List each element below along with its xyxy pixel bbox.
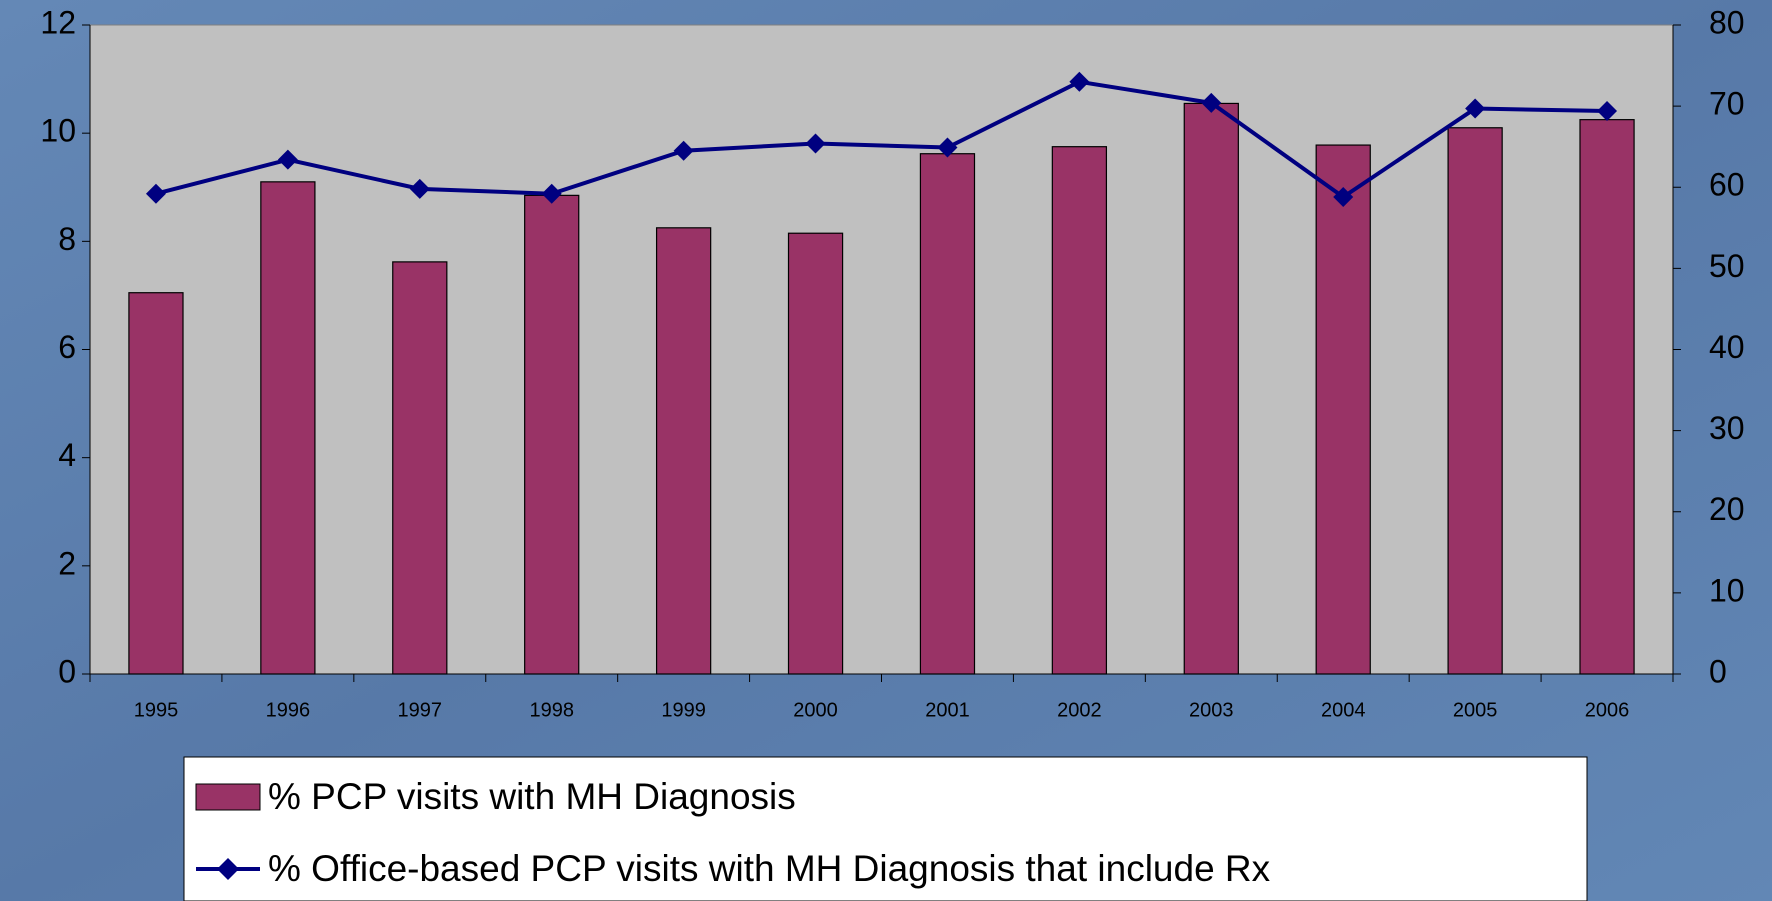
- marker: [277, 149, 298, 170]
- y-tick-label: 8: [58, 221, 76, 257]
- x-tick-label: 1998: [529, 699, 574, 721]
- y2-tick-label: 30: [1709, 410, 1745, 446]
- x-tick-label: 2001: [925, 699, 970, 721]
- bar: [655, 227, 712, 675]
- x-tick-label: 2005: [1453, 699, 1498, 721]
- bar: [919, 153, 976, 675]
- marker: [1333, 186, 1354, 207]
- bar: [1051, 146, 1108, 675]
- x-tick-label: 2004: [1321, 699, 1366, 721]
- x-tick-label: 1995: [134, 699, 179, 721]
- plot-area: [89, 24, 1674, 675]
- bar: [1579, 119, 1635, 675]
- x-tick-label: 2003: [1189, 699, 1234, 721]
- x-tick-label: 1999: [661, 699, 706, 721]
- legend-label: % Office-based PCP visits with MH Diagno…: [268, 848, 1271, 889]
- y2-tick-label: 40: [1709, 329, 1745, 365]
- line: [155, 79, 1608, 200]
- x-tick-label: 2006: [1585, 699, 1630, 721]
- marker: [409, 178, 430, 199]
- bar: [787, 232, 844, 675]
- bar: [1183, 102, 1239, 675]
- bar: [1447, 127, 1503, 675]
- marker: [1465, 98, 1486, 119]
- y2-tick-label: 80: [1709, 4, 1745, 40]
- marker: [1069, 71, 1090, 92]
- y2-tick-label: 50: [1709, 248, 1745, 284]
- y-tick-label: 0: [58, 653, 76, 689]
- bar: [260, 181, 316, 675]
- marker: [1597, 100, 1618, 121]
- y-tick-label: 10: [40, 113, 76, 149]
- legend-marker: [217, 858, 239, 880]
- y2-tick-label: 70: [1709, 86, 1745, 122]
- x-tick-label: 2002: [1057, 699, 1102, 721]
- bar: [392, 261, 448, 675]
- y-tick-label: 2: [58, 545, 76, 581]
- marker: [673, 140, 694, 161]
- marker: [805, 133, 826, 154]
- y2-tick-label: 60: [1709, 167, 1745, 203]
- y2-tick-label: 10: [1709, 572, 1745, 608]
- y2-tick-label: 20: [1709, 491, 1745, 527]
- marker: [1201, 92, 1222, 113]
- y2-tick-label: 0: [1709, 653, 1727, 689]
- y-tick-label: 12: [40, 4, 76, 40]
- x-tick-label: 2000: [793, 699, 838, 721]
- x-tick-label: 1997: [398, 699, 443, 721]
- bar: [524, 194, 580, 675]
- marker: [541, 183, 562, 204]
- marker: [937, 137, 958, 158]
- x-tick-label: 1996: [266, 699, 311, 721]
- marker: [145, 183, 166, 204]
- bar: [128, 292, 184, 675]
- y-tick-label: 4: [58, 437, 76, 473]
- bar: [1315, 144, 1371, 675]
- legend-swatch: [195, 783, 261, 811]
- legend: [183, 756, 1588, 901]
- legend-label: % PCP visits with MH Diagnosis: [268, 776, 796, 817]
- y-tick-label: 6: [58, 329, 76, 365]
